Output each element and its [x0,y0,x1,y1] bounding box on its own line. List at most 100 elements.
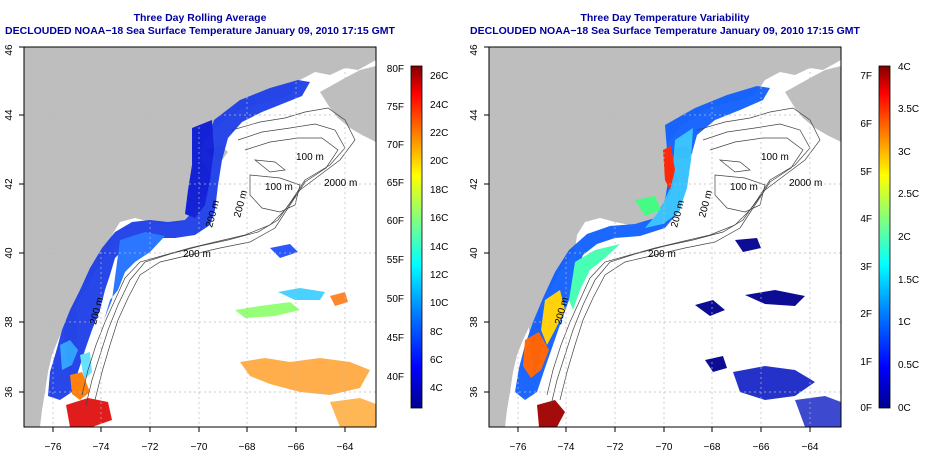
left-contour-labels: 100 m 100 m 2000 m 200 m 200 m 200 m 200… [88,152,357,326]
contour-label: 100 m [296,152,324,163]
colorbar-f-label: 3F [860,262,872,273]
colorbar-f-label: 65F [387,178,404,189]
x-tick-label: −72 [142,442,159,453]
y-tick-label: 40 [469,247,480,259]
colorbar-c-label: 3.5C [898,104,919,115]
right-colorbar-f-labels: 7F 6F 5F 4F 3F 2F 1F 0F [860,71,872,414]
variability-overlay [515,86,841,427]
right-y-axis: 36 38 40 42 44 46 [469,44,480,398]
x-tick-label: −66 [288,442,305,453]
left-map-title: Three Day Rolling Average [133,12,267,24]
x-tick-label: −72 [607,442,624,453]
x-tick-label: −64 [802,442,819,453]
colorbar-f-label: 80F [387,64,404,75]
y-tick-label: 36 [469,386,480,398]
bathymetry-contours [81,107,356,406]
left-colorbar [410,65,423,409]
colorbar-f-label: 1F [860,357,872,368]
right-map-panel: Three Day Temperature Variability DECLOU… [465,0,950,475]
left-x-ticks [19,46,346,432]
contour-label: 2000 m [324,178,357,189]
left-map-subtitle: DECLOUDED NOAA−18 Sea Surface Temperatur… [5,25,395,37]
colorbar-f-label: 40F [387,372,404,383]
y-tick-label: 40 [4,247,15,259]
map-grid [489,47,841,427]
colorbar-f-label: 70F [387,140,404,151]
colorbar-f-label: 6F [860,119,872,130]
colorbar-f-label: 5F [860,167,872,178]
x-tick-label: −64 [337,442,354,453]
colorbar-c-label: 10C [430,298,448,309]
y-tick-label: 42 [469,178,480,190]
colorbar-c-label: 2C [898,232,911,243]
y-tick-label: 38 [4,316,15,328]
right-colorbar-c-labels: 4C 3.5C 3C 2.5C 2C 1.5C 1C 0.5C 0C [898,62,919,414]
contour-label: 100 m [730,182,758,193]
right-map-svg: 100 m 100 m 2000 m 200 m 200 m 200 m 200… [469,44,919,453]
colorbar-c-label: 16C [430,213,448,224]
x-tick-label: −74 [558,442,575,453]
colorbar-c-label: 6C [430,355,443,366]
x-tick-label: −68 [239,442,256,453]
colorbar-c-label: 8C [430,327,443,338]
colorbar-f-label: 55F [387,255,404,266]
left-colorbar-f-labels: 80F 75F 70F 65F 60F 55F 50F 45F 40F [387,64,404,383]
x-tick-label: −68 [704,442,721,453]
colorbar-c-label: 4C [898,62,911,73]
colorbar-c-label: 2.5C [898,189,919,200]
colorbar-c-label: 4C [430,383,443,394]
x-tick-label: −74 [93,442,110,453]
right-map-area [489,47,841,427]
left-map-panel: Three Day Rolling Average DECLOUDED NOAA… [4,12,448,453]
y-tick-label: 42 [4,178,15,190]
right-map-frame [488,46,842,428]
colorbar-f-label: 2F [860,309,872,320]
y-tick-label: 44 [469,109,480,121]
colorbar-f-label: 50F [387,294,404,305]
colorbar-f-label: 7F [860,71,872,82]
contour-label: 200 m [183,249,211,260]
left-x-axis: −76 −74 −72 −70 −68 −66 −64 [45,442,354,453]
colorbar-f-label: 45F [387,333,404,344]
right-x-axis: −76 −74 −72 −70 −68 −66 −64 [510,442,819,453]
colorbar-c-label: 1C [898,317,911,328]
contour-label: 2000 m [789,178,822,189]
colorbar-c-label: 20C [430,156,448,167]
sst-overlay [48,80,376,427]
x-tick-label: −66 [753,442,770,453]
colorbar-c-label: 26C [430,71,448,82]
y-tick-label: 44 [4,109,15,121]
nova-scotia [320,66,376,142]
bathymetry-contours [546,107,821,406]
nova-scotia [785,66,841,142]
left-map-frame [23,46,377,428]
y-tick-label: 36 [4,386,15,398]
colorbar-c-label: 22C [430,128,448,139]
y-tick-label: 38 [469,316,480,328]
right-map-title: Three Day Temperature Variability [580,12,750,24]
contour-label: 100 m [761,152,789,163]
left-map-area [24,47,376,427]
colorbar-f-label: 60F [387,216,404,227]
colorbar-f-label: 75F [387,102,404,113]
right-map-subtitle: DECLOUDED NOAA−18 Sea Surface Temperatur… [470,25,860,37]
colorbar-c-label: 24C [430,100,448,111]
left-map-svg: 100 m 100 m 2000 m 200 m 200 m 200 m 200… [4,44,448,453]
x-tick-label: −70 [191,442,208,453]
right-x-ticks [484,46,811,432]
y-tick-label: 46 [469,44,480,56]
colorbar-c-label: 14C [430,242,448,253]
x-tick-label: −70 [656,442,673,453]
colorbar-c-label: 18C [430,185,448,196]
land-mass [24,47,376,427]
colorbar-c-label: 0.5C [898,360,919,371]
x-tick-label: −76 [510,442,527,453]
colorbar-c-label: 12C [430,270,448,281]
contour-label: 100 m [265,182,293,193]
map-grid [24,47,376,427]
right-colorbar [878,65,891,409]
y-tick-label: 46 [4,44,15,56]
left-colorbar-c-labels: 26C 24C 22C 20C 18C 16C 14C 12C 10C 8C 6… [430,71,448,394]
colorbar-c-label: 0C [898,403,911,414]
left-y-axis: 36 38 40 42 44 46 [4,44,15,398]
